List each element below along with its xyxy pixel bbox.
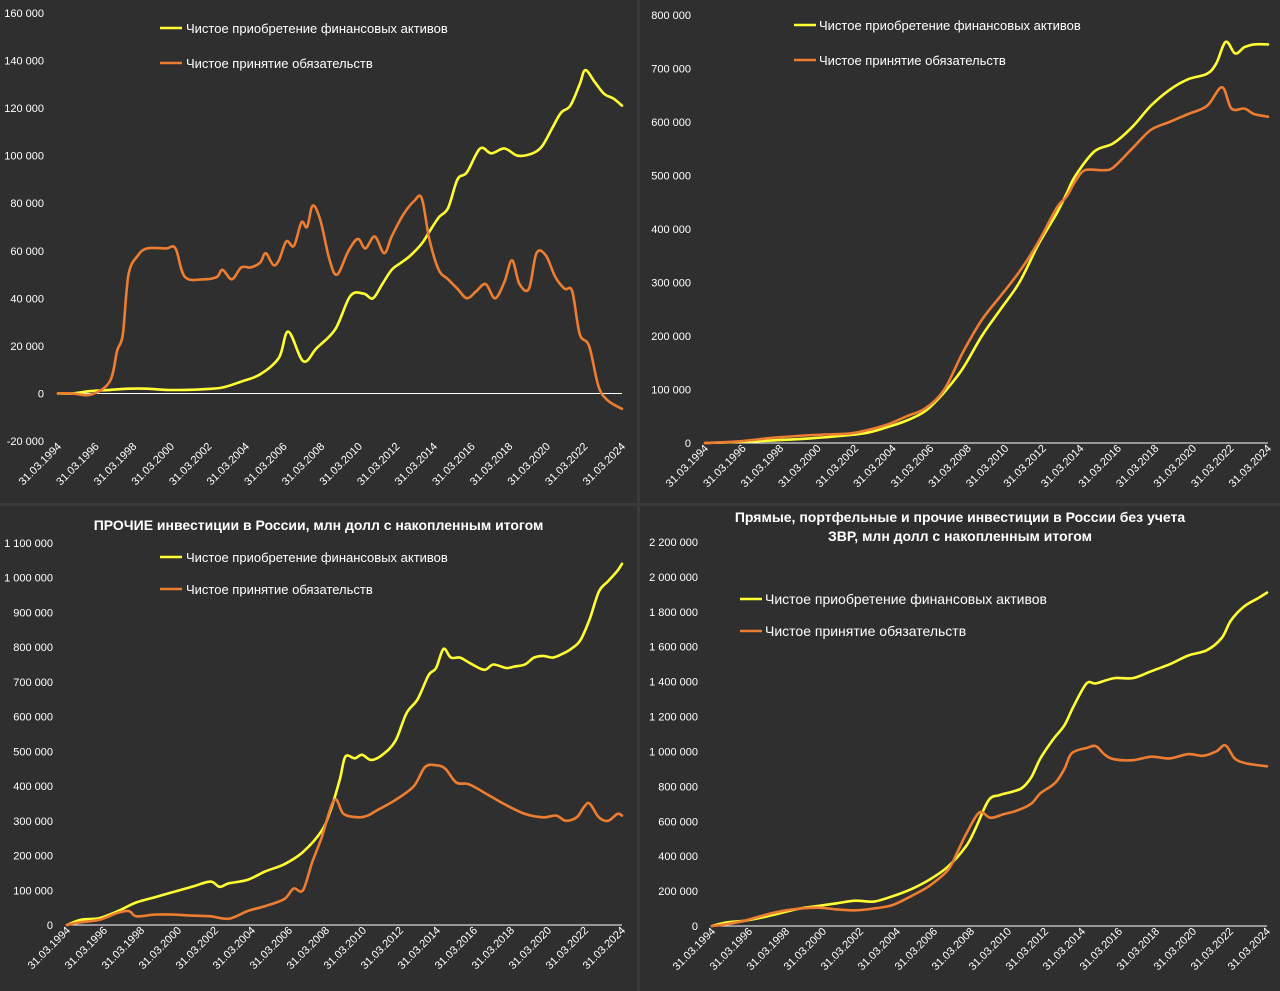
- chart-direct-portfolio-other-investments: 0 200 000 400 000 600 000 800 000 1 000 000 1 …: [649, 537, 1273, 973]
- series-line-liabilities: [56, 194, 624, 411]
- y-tick-label: 120 000: [4, 103, 44, 115]
- y-tick-label: 300 000: [651, 278, 691, 290]
- y-tick-label: 200 000: [658, 886, 698, 898]
- y-tick-label: 2 200 000: [649, 537, 698, 549]
- y-tick-label: 2 000 000: [649, 572, 698, 584]
- chart-net-assets-liabilities-flow: -20 000 0 20 000 40 000 60 000 80 000 100 000 1…: [4, 8, 628, 488]
- y-tick-label: -20 000: [7, 436, 44, 448]
- legend-label-assets: Чистое приобретение финансовых активов: [765, 591, 1047, 607]
- y-tick-label: 400 000: [658, 851, 698, 863]
- y-tick-label: 1 000 000: [4, 573, 53, 585]
- y-tick-label: 500 000: [13, 746, 53, 758]
- legend-label-liabilities: Чистое принятие обязательств: [186, 56, 373, 71]
- y-tick-label: 100 000: [651, 385, 691, 397]
- legend-label-assets: Чистое приобретение финансовых активов: [186, 550, 448, 565]
- series-line-assets: [65, 562, 624, 927]
- y-tick-label: 1 000 000: [649, 746, 698, 758]
- y-tick-label: 400 000: [13, 781, 53, 793]
- chart-title-line-2: ЗВР, млн долл с накопленным итогом: [828, 528, 1092, 544]
- y-tick-label: 0: [692, 921, 698, 933]
- chart-panel-top-left: -20 000 0 20 000 40 000 60 000 80 000 100 000 1…: [0, 0, 637, 503]
- series-line-liabilities: [65, 763, 624, 927]
- y-tick-label: 40 000: [10, 293, 44, 305]
- y-tick-label: 1 600 000: [649, 642, 698, 654]
- y-tick-label: 60 000: [10, 246, 44, 258]
- y-tick-label: 600 000: [658, 816, 698, 828]
- chart-panel-bottom-right: Прямые, портфельные и прочие инвестиции …: [640, 506, 1280, 991]
- y-tick-label: 700 000: [13, 677, 53, 689]
- legend-label-assets: Чистое приобретение финансовых активов: [186, 21, 448, 36]
- y-tick-label: 80 000: [10, 198, 44, 210]
- legend-label-liabilities: Чистое принятие обязательств: [765, 623, 966, 639]
- y-tick-label: 800 000: [658, 781, 698, 793]
- y-tick-label: 1 800 000: [649, 607, 698, 619]
- chart-title-other-investments: ПРОЧИЕ инвестиции в России, млн долл с н…: [93, 517, 544, 533]
- y-tick-label: 0: [685, 438, 691, 450]
- chart-panel-top-right: 0 100 000 200 000 300 000 400 000 500 000 600 …: [640, 0, 1280, 503]
- y-tick-label: 1 200 000: [649, 712, 698, 724]
- y-tick-label: 600 000: [13, 712, 53, 724]
- y-tick-label: 900 000: [13, 607, 53, 619]
- chart-other-investments: 0 100 000 200 000 300 000 400 000 500 000 600 …: [4, 538, 628, 972]
- y-tick-label: 20 000: [10, 341, 44, 353]
- legend-label-liabilities: Чистое принятие обязательств: [186, 582, 373, 597]
- y-tick-label: 500 000: [651, 171, 691, 183]
- y-tick-label: 100 000: [13, 885, 53, 897]
- legend-label-liabilities: Чистое принятие обязательств: [819, 53, 1006, 68]
- y-tick-label: 0: [47, 920, 53, 932]
- chart-panel-bottom-left: ПРОЧИЕ инвестиции в России, млн долл с н…: [0, 506, 637, 991]
- y-tick-label: 600 000: [651, 117, 691, 129]
- chart-title-direct-portfolio-other: Прямые, портфельные и прочие инвестиции …: [640, 508, 1280, 546]
- y-tick-label: 1 100 000: [4, 538, 53, 550]
- chart-title-line-1: Прямые, портфельные и прочие инвестиции …: [734, 509, 1186, 525]
- y-tick-label: 0: [38, 388, 44, 400]
- y-tick-label: 140 000: [4, 56, 44, 68]
- y-tick-label: 400 000: [651, 224, 691, 236]
- y-tick-label: 300 000: [13, 816, 53, 828]
- series-line-liabilities: [710, 743, 1269, 928]
- y-tick-label: 200 000: [651, 331, 691, 343]
- series-line-assets: [703, 40, 1270, 445]
- series-line-assets: [56, 68, 624, 395]
- y-tick-label: 800 000: [13, 642, 53, 654]
- series-line-assets: [710, 591, 1269, 928]
- y-tick-label: 200 000: [13, 851, 53, 863]
- y-tick-label: 700 000: [651, 64, 691, 76]
- chart-cumulative-total: 0 100 000 200 000 300 000 400 000 500 000 600 …: [651, 10, 1274, 490]
- legend-label-assets: Чистое приобретение финансовых активов: [819, 18, 1081, 33]
- series-line-liabilities: [703, 85, 1270, 445]
- y-tick-label: 100 000: [4, 151, 44, 163]
- y-tick-label: 1 400 000: [649, 677, 698, 689]
- y-tick-label: 160 000: [4, 8, 44, 20]
- y-tick-label: 800 000: [651, 10, 691, 22]
